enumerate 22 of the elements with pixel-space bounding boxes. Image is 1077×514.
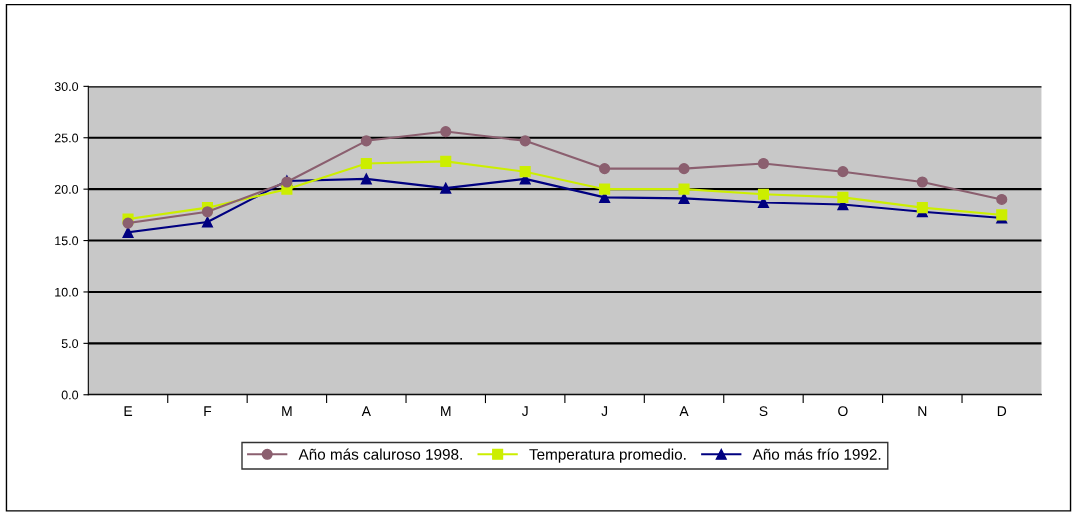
x-tick-label: A (679, 406, 689, 416)
x-tick-label: M (441, 406, 451, 416)
x-tick-label: J (601, 406, 608, 417)
y-tick-label: 0.0 (61, 390, 79, 400)
y-tick-label: 25.0 (54, 133, 79, 143)
x-tick-label: E (124, 406, 133, 416)
x-tick-label: M (282, 406, 292, 416)
y-tick-label: 20.0 (54, 184, 79, 194)
x-tick-label: F (204, 406, 212, 416)
legend-label: Año más frío 1992. (752, 448, 881, 460)
y-tick-label: 5.0 (61, 339, 79, 348)
x-tick-label: N (918, 406, 927, 416)
x-tick-label: O (838, 406, 848, 417)
x-tick-label: A (361, 406, 371, 416)
y-tick-label: 15.0 (55, 236, 79, 246)
legend-label: Temperatura promedio. (529, 448, 686, 463)
y-tick-label: 30.0 (54, 82, 79, 91)
y-tick-label: 10.0 (55, 287, 79, 297)
x-tick-label: J (521, 406, 528, 417)
x-tick-label: D (997, 406, 1007, 416)
x-tick-label: S (759, 406, 768, 417)
legend-label: Año más caluroso 1998. (298, 448, 462, 460)
